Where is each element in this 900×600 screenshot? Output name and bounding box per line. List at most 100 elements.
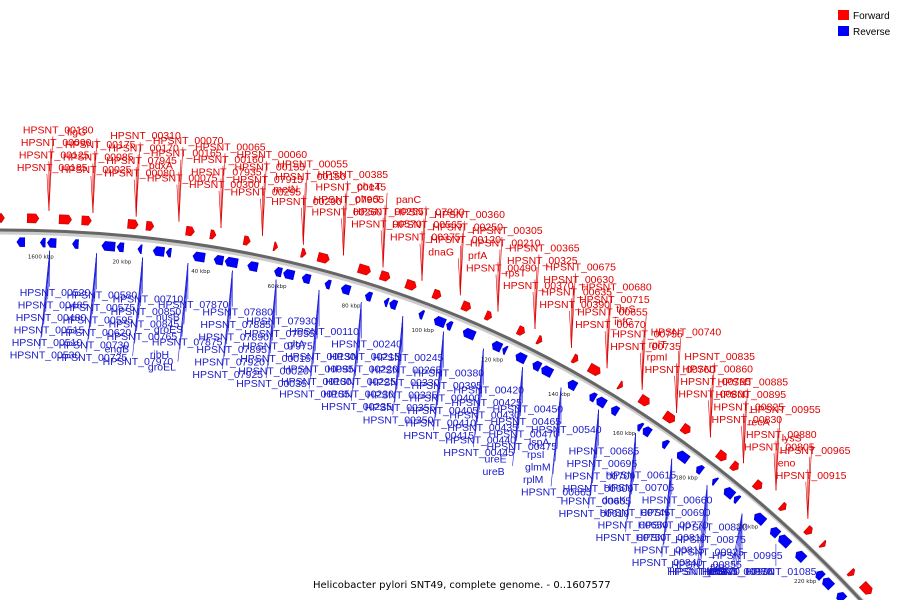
reverse-gene-label: HPSNT_00650 [598, 519, 669, 531]
reverse-leader-line [392, 316, 404, 415]
forward-gene-label: HPSNT_00740 [651, 326, 722, 338]
forward-gene-arrow [242, 235, 251, 246]
reverse-gene-arrow [491, 340, 504, 353]
gene-arrow-shape [364, 291, 374, 302]
forward-gene-label: lysS [782, 432, 802, 444]
forward-gene-label: metN [273, 183, 298, 195]
gene-arrow-shape [567, 379, 579, 392]
forward-gene-label: HPSNT_00185 [17, 162, 88, 174]
reverse-gene-arrow [696, 464, 705, 475]
reverse-gene-label: HPSNT_00810 [636, 532, 707, 544]
forward-gene-label: pheS [355, 193, 380, 205]
forward-gene-label: recA [748, 416, 770, 428]
forward-gene-arrow [662, 410, 675, 424]
reverse-gene-arrow [433, 316, 447, 329]
reverse-gene-label: HPSNT_00620 [61, 327, 132, 339]
forward-gene-label: prfA [468, 250, 487, 262]
forward-gene-arrow [616, 380, 623, 390]
reverse-gene-label: HPSNT_00580 [67, 289, 138, 301]
gene-arrow-shape [389, 299, 399, 311]
gene-arrow-shape [242, 235, 251, 246]
forward-leader-line [176, 184, 180, 222]
legend-forward-label: Forward [853, 11, 890, 22]
forward-gene-arrow [209, 229, 217, 240]
reverse-gene-label: HPSNT_00600 [563, 483, 634, 495]
gene-arrow-shape [541, 365, 555, 378]
reverse-gene-arrow [723, 487, 737, 500]
legend-reverse-label: Reverse [853, 27, 891, 38]
reverse-gene-arrow [515, 352, 528, 365]
forward-gene-arrow [404, 278, 417, 291]
forward-gene-label: HPSNT_00715 [579, 294, 650, 306]
gene-arrow-shape [815, 570, 826, 581]
reverse-gene-label: HPSNT_00960 [704, 566, 775, 578]
forward-leader-line [639, 352, 643, 390]
forward-gene-label: HPSNT_00175 [65, 139, 136, 151]
gene-arrow-shape [822, 577, 836, 591]
forward-leader-line [606, 293, 612, 369]
scale-tick-label: 60 kbp [268, 284, 287, 290]
reverse-gene-arrow [795, 550, 808, 563]
reverse-gene-label: HPSNT_00975 [667, 566, 738, 578]
reverse-gene-arrow [224, 256, 239, 269]
gene-arrow-shape [247, 261, 259, 273]
forward-gene-label: HPSNT_00825 [714, 402, 785, 414]
reverse-gene-label: HPSNT_00540 [531, 424, 602, 436]
reverse-gene-label: HPSNT_00420 [453, 385, 524, 397]
reverse-leader-line [698, 485, 708, 567]
gene-arrow-shape [145, 220, 155, 231]
forward-gene-label: HPSNT_07915 [233, 174, 304, 186]
forward-gene-label: HPSNT_00835 [684, 351, 755, 363]
reverse-gene-label: HPSNT_07975 [242, 341, 313, 353]
forward-gene-arrow [729, 460, 739, 471]
reverse-leader-line [735, 513, 743, 567]
forward-gene-label: infC [614, 316, 633, 328]
scale-tick-label: 200 kbp [736, 525, 759, 531]
forward-leader-line [90, 175, 94, 214]
gene-arrow-shape [378, 270, 391, 282]
forward-gene-label: HPSNT_00125 [19, 149, 90, 161]
forward-gene-label: HPSNT_00830 [712, 414, 783, 426]
gene-arrow-shape [723, 487, 737, 500]
reverse-gene-label: HPSNT_00925 [673, 546, 744, 558]
gene-arrow-shape [676, 450, 691, 465]
forward-leader-line [805, 481, 809, 519]
reverse-gene-label: HPSNT_07870 [158, 299, 229, 311]
forward-gene-label: HPSNT_00025 [61, 164, 132, 176]
forward-gene-label: HPSNT_00070 [153, 135, 224, 147]
forward-gene-label: HPSNT_00965 [780, 445, 851, 457]
reverse-leader-line [733, 513, 743, 567]
reverse-gene-label: HPSNT_00035 [236, 378, 307, 390]
reverse-gene-label: ribH [150, 349, 169, 361]
reverse-gene-label: HPSNT_00095 [283, 364, 354, 376]
gene-arrow-shape [209, 229, 217, 240]
gene-arrow-shape [301, 273, 312, 285]
reverse-gene-arrow [72, 239, 79, 249]
reverse-gene-arrow [611, 405, 621, 417]
forward-gene-label: flgG [67, 127, 86, 139]
gene-arrow-shape [778, 534, 793, 549]
forward-leader-line [301, 207, 304, 245]
reverse-gene-label: HPSNT_00575 [65, 302, 136, 314]
reverse-gene-label: HPSNT_00265 [371, 365, 442, 377]
reverse-gene-label: HPSNT_00405 [408, 405, 479, 417]
forward-leader-line [676, 338, 681, 413]
reverse-gene-label: HPSNT_00400 [410, 393, 481, 405]
forward-leader-line [218, 190, 222, 228]
forward-gene-label: HPSNT_00325 [507, 255, 578, 267]
forward-gene-arrow [483, 310, 492, 321]
reverse-gene-label: HPSNT_00745 [600, 507, 671, 519]
reverse-gene-label: HPSNT_00440 [445, 435, 516, 447]
forward-gene-label: HPSNT_07900 [394, 207, 465, 219]
forward-leader-line [460, 220, 465, 296]
reverse-gene-label: HPSNT_00245 [373, 352, 444, 364]
scale-tick-label: 120 kbp [481, 358, 504, 364]
forward-gene-label: HPSNT_00155 [235, 162, 306, 174]
forward-gene-arrow [715, 449, 727, 462]
forward-gene-arrow [316, 252, 330, 264]
forward-leader-line [641, 315, 647, 390]
scale-tick-label: 100 kbp [411, 328, 434, 334]
reverse-gene-label: HPSNT_00220 [327, 363, 398, 375]
gene-arrow-shape [152, 246, 166, 257]
forward-gene-arrow [679, 422, 691, 435]
